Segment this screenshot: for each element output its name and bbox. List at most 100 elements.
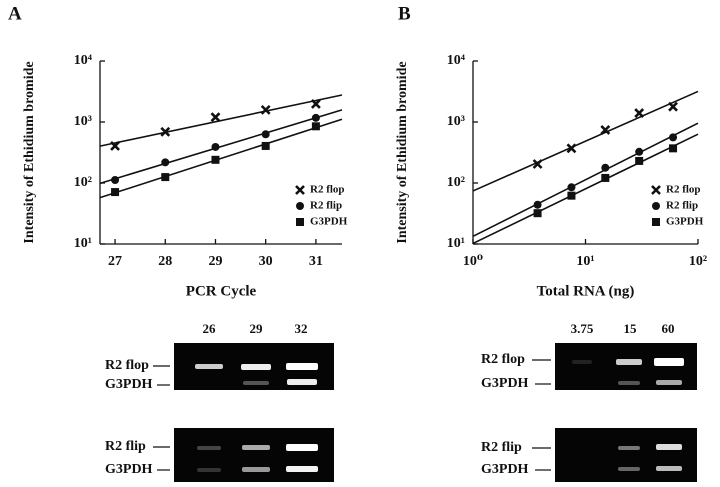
lane-label: 26: [203, 321, 217, 336]
marker-circle: [296, 202, 304, 210]
fit-line: [472, 90, 699, 192]
y-tick-label: 10³: [447, 114, 465, 129]
band: [287, 379, 317, 385]
x-tick-label: 10²: [689, 254, 707, 269]
legend-label: R2 flip: [310, 200, 342, 212]
marker-square: [311, 122, 320, 131]
y-tick-label: 10¹: [447, 236, 465, 251]
y-tick-label: 10³: [74, 114, 92, 129]
marker-circle: [211, 142, 220, 151]
marker-x: [295, 185, 305, 195]
marker-circle: [669, 133, 678, 142]
legend-label: R2 flop: [310, 184, 345, 196]
band: [243, 381, 269, 385]
band: [616, 359, 642, 365]
marker-square: [601, 173, 610, 182]
band: [197, 446, 221, 450]
row-label: G3PDH: [481, 376, 529, 391]
marker-square: [567, 191, 576, 200]
gel-image: [174, 428, 334, 482]
marker-circle: [567, 183, 576, 192]
marker-x: [600, 125, 611, 135]
band: [656, 380, 682, 385]
x-tick-label: 10⁰: [463, 254, 483, 269]
legend-label: G3PDH: [666, 216, 704, 228]
marker-square: [669, 144, 678, 153]
marker-circle: [311, 113, 320, 122]
x-tick-label: 29: [208, 254, 222, 269]
band: [572, 360, 592, 364]
lane-label: 15: [624, 321, 638, 336]
lane-label: 60: [662, 321, 675, 336]
marker-circle: [652, 202, 660, 210]
band: [656, 444, 682, 450]
row-label: G3PDH: [105, 377, 153, 392]
band: [242, 467, 270, 472]
row-label: R2 flip: [105, 439, 146, 454]
legend-label: R2 flop: [666, 184, 701, 196]
marker-circle: [111, 175, 120, 184]
x-tick-label: 31: [309, 254, 323, 269]
marker-x: [110, 141, 120, 151]
lane-label: 3.75: [571, 321, 594, 336]
x-tick-label: 10¹: [576, 254, 594, 269]
marker-square: [635, 156, 644, 165]
fit-line: [99, 109, 343, 185]
marker-circle: [601, 163, 610, 172]
band: [286, 363, 318, 370]
marker-x: [160, 126, 171, 137]
marker-circle: [261, 130, 270, 139]
marker-square: [296, 218, 304, 226]
marker-circle: [635, 147, 644, 156]
band: [286, 444, 318, 451]
fit-line: [472, 133, 699, 245]
row-label: G3PDH: [105, 462, 153, 477]
marker-x: [566, 143, 577, 154]
lane-label: 32: [295, 321, 308, 336]
band: [197, 468, 221, 472]
marker-square: [161, 173, 170, 182]
band: [241, 364, 271, 370]
marker-circle: [533, 200, 542, 209]
marker-x: [310, 98, 321, 109]
row-label: R2 flop: [481, 352, 525, 367]
y-axis-title: Intensity of Ethidium bromide: [395, 61, 410, 243]
band: [242, 445, 270, 450]
panel-label: B: [398, 3, 411, 24]
band: [618, 381, 640, 385]
marker-square: [652, 218, 660, 226]
x-tick-label: 27: [108, 254, 122, 269]
marker-x: [668, 101, 678, 112]
legend-label: G3PDH: [310, 216, 348, 228]
band: [286, 466, 318, 472]
y-tick-label: 10⁴: [74, 53, 93, 68]
x-tick-label: 28: [158, 254, 172, 269]
band: [195, 364, 223, 369]
x-axis-title: PCR Cycle: [186, 283, 257, 299]
y-tick-label: 10⁴: [447, 53, 466, 68]
row-label: R2 flip: [481, 440, 522, 455]
marker-x: [260, 104, 271, 115]
legend-label: R2 flip: [666, 200, 698, 212]
marker-x: [532, 159, 543, 169]
band: [656, 466, 682, 471]
marker-x: [651, 185, 661, 195]
fit-line: [99, 94, 343, 147]
fit-line: [472, 122, 699, 238]
marker-x: [210, 112, 221, 123]
y-tick-label: 10²: [447, 175, 465, 190]
band: [618, 467, 640, 471]
panel-label: A: [8, 3, 22, 24]
gel-panel-a: 26 29 32 R2 flop G3PDH R2 flip G3PDH: [105, 321, 334, 482]
marker-square: [111, 188, 120, 197]
y-tick-label: 10¹: [74, 236, 92, 251]
marker-square: [533, 209, 542, 218]
gel-image: [555, 428, 697, 482]
marker-square: [211, 155, 220, 164]
x-axis-title: Total RNA (ng): [537, 283, 635, 299]
fit-line: [99, 118, 343, 199]
lane-label: 29: [250, 321, 264, 336]
gel-panel-b: 3.75 15 60 R2 flop G3PDH R2 flip G3PDH: [481, 321, 697, 482]
row-label: R2 flop: [105, 358, 149, 373]
